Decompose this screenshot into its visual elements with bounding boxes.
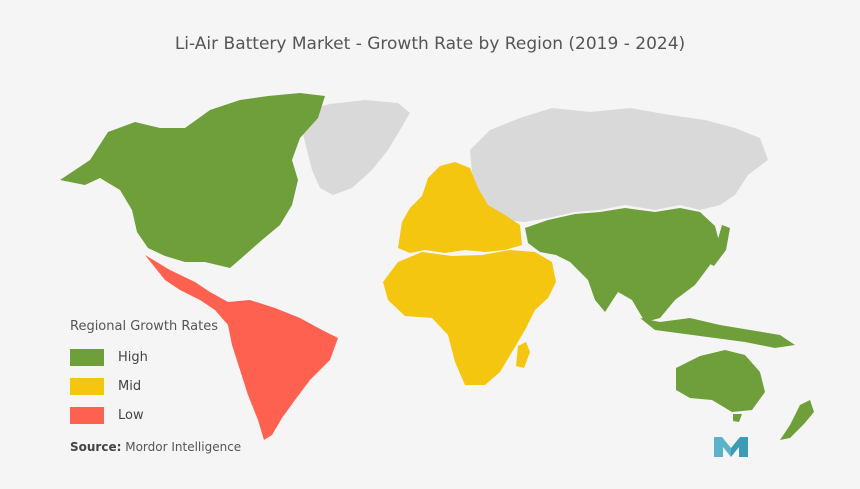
source-text: Mordor Intelligence bbox=[125, 440, 242, 454]
legend: Regional Growth Rates High Mid Low bbox=[70, 319, 218, 433]
legend-item-low: Low bbox=[70, 404, 218, 426]
legend-swatch-low bbox=[70, 406, 104, 424]
region-russia bbox=[470, 108, 768, 222]
legend-title: Regional Growth Rates bbox=[70, 319, 218, 334]
legend-swatch-high bbox=[70, 348, 104, 366]
region-north-america bbox=[60, 93, 325, 268]
source-label: Source: bbox=[70, 440, 122, 454]
legend-swatch-mid bbox=[70, 377, 104, 395]
mordor-intelligence-logo-icon bbox=[714, 437, 748, 457]
region-new-zealand bbox=[780, 400, 814, 440]
legend-item-high: High bbox=[70, 346, 218, 368]
legend-label-mid: Mid bbox=[118, 378, 142, 394]
region-tasmania bbox=[733, 414, 742, 422]
region-japan bbox=[706, 225, 730, 266]
region-asia-pacific bbox=[525, 208, 720, 322]
region-australia bbox=[676, 350, 765, 412]
legend-label-low: Low bbox=[118, 407, 144, 423]
region-madagascar bbox=[516, 342, 530, 368]
region-greenland bbox=[300, 100, 410, 195]
source-note: Source: Mordor Intelligence bbox=[70, 440, 241, 454]
region-middle-east-africa bbox=[383, 250, 556, 385]
region-latin-america bbox=[145, 255, 338, 440]
region-southeast-asia-islands bbox=[640, 318, 795, 348]
map-title: Li-Air Battery Market - Growth Rate by R… bbox=[174, 34, 686, 54]
region-europe bbox=[398, 162, 522, 253]
legend-label-high: High bbox=[118, 349, 148, 365]
legend-item-mid: Mid bbox=[70, 375, 218, 397]
